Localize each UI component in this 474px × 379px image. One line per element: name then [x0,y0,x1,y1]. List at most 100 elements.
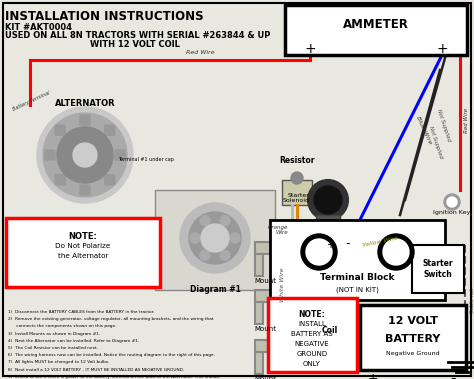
Text: Yellow Wire: Yellow Wire [362,236,398,248]
FancyBboxPatch shape [115,150,125,160]
Text: NOTE:: NOTE: [299,310,325,319]
FancyBboxPatch shape [55,175,65,185]
Text: +: + [367,371,378,379]
Text: Ignition Key: Ignition Key [433,210,471,215]
Text: Mount: Mount [254,326,276,332]
FancyBboxPatch shape [155,190,275,290]
Circle shape [230,233,240,243]
Text: 6)  The wiring harness now can be installed. Notice the routing diagram to the r: 6) The wiring harness now can be install… [8,353,215,357]
Text: (NOT IN KIT): (NOT IN KIT) [336,287,379,293]
FancyBboxPatch shape [314,253,346,322]
FancyBboxPatch shape [282,180,312,205]
Text: Red Wire: Red Wire [464,107,469,133]
FancyBboxPatch shape [80,185,90,195]
Circle shape [383,239,409,265]
Text: 4)  Next the Alternator can be installed. Refer to Diagram #1.: 4) Next the Alternator can be installed.… [8,339,139,343]
Circle shape [314,186,342,214]
Text: 1)  Disconnect the BATTERY CABLES from the BATTERY in the tractor.: 1) Disconnect the BATTERY CABLES from th… [8,310,155,314]
Text: KIT #AKT0004: KIT #AKT0004 [5,23,72,32]
Circle shape [201,224,229,252]
Text: -: - [346,237,350,250]
Circle shape [306,239,332,265]
Circle shape [43,113,127,197]
Text: Terminal Block: Terminal Block [320,273,395,282]
FancyBboxPatch shape [45,150,55,160]
Text: +: + [304,42,316,56]
Text: 7)  All lights MUST be changed to 12 Volt bulbs.: 7) All lights MUST be changed to 12 Volt… [8,360,109,364]
Text: WITH 12 VOLT COIL: WITH 12 VOLT COIL [90,40,180,49]
Circle shape [200,216,210,226]
Text: Not Supplied: Not Supplied [436,108,451,142]
Text: 2)  Remove the existing generator, voltage regulator, all mounting brackets, and: 2) Remove the existing generator, voltag… [8,317,213,321]
Text: 8)  Next install a 12 VOLT BATTERY - IT MUST BE INSTALLED AS NEGATIVE GROUND.: 8) Next install a 12 VOLT BATTERY - IT M… [8,368,184,371]
Circle shape [57,127,113,183]
Circle shape [291,172,303,184]
FancyBboxPatch shape [255,290,307,302]
Circle shape [220,216,230,226]
Text: the Alternator: the Alternator [58,253,108,259]
Circle shape [378,234,414,270]
Circle shape [200,250,210,260]
FancyBboxPatch shape [268,298,357,372]
Text: Starter
Solenoid: Starter Solenoid [283,193,310,204]
FancyBboxPatch shape [270,220,445,300]
Text: Mount: Mount [254,376,276,379]
Text: Negative Ground: Negative Ground [386,351,440,356]
Text: USED ON ALL 8N TRACTORS WITH SERIAL #263844 & UP: USED ON ALL 8N TRACTORS WITH SERIAL #263… [5,31,270,40]
Circle shape [190,233,200,243]
Text: Resistor: Resistor [279,156,315,165]
FancyBboxPatch shape [80,115,90,125]
Circle shape [180,203,250,273]
Text: Mount: Mount [254,278,276,284]
Text: Red Wire: Red Wire [186,50,214,55]
FancyBboxPatch shape [412,245,464,293]
Circle shape [301,234,337,270]
Text: Blue Wire: Blue Wire [415,115,432,145]
FancyBboxPatch shape [255,352,263,374]
Text: 12 VOLT: 12 VOLT [388,316,438,326]
FancyBboxPatch shape [255,254,263,276]
Text: Coil: Coil [322,326,338,335]
Text: BATTERY: BATTERY [385,334,441,344]
FancyBboxPatch shape [255,242,307,254]
FancyBboxPatch shape [55,125,65,135]
Text: Cable not
supplied: Cable not supplied [470,287,474,313]
Text: +: + [326,240,334,250]
Text: 3)  Install Mounts as shown in Diagram #1.: 3) Install Mounts as shown in Diagram #1… [8,332,100,335]
FancyBboxPatch shape [6,218,160,287]
FancyBboxPatch shape [105,175,115,185]
Text: INSTALL: INSTALL [298,321,326,327]
Text: +: + [436,42,448,56]
FancyBboxPatch shape [285,5,467,55]
Circle shape [308,180,348,220]
Text: White Wire: White Wire [280,268,285,302]
Text: Orange
Wire: Orange Wire [268,225,288,235]
Circle shape [220,250,230,260]
Text: ONLY: ONLY [303,361,321,367]
Circle shape [444,194,460,210]
Text: connects the components shown on this page.: connects the components shown on this pa… [8,324,117,328]
Text: Starter
Switch: Starter Switch [423,259,453,279]
Text: 9)  Check to see if there is power at the Battery Terminal on the back of the Al: 9) Check to see if there is power at the… [8,375,219,379]
Text: -: - [450,371,456,379]
Text: NOTE:: NOTE: [69,232,98,241]
Text: ALTERNATOR: ALTERNATOR [55,99,115,108]
Text: Do Not Polarize: Do Not Polarize [55,243,111,249]
Circle shape [37,107,133,203]
Circle shape [189,212,241,264]
FancyBboxPatch shape [255,340,307,352]
FancyBboxPatch shape [360,305,466,370]
Text: 5)  The Coil Resistor can be installed next.: 5) The Coil Resistor can be installed ne… [8,346,98,350]
Text: Terminal #1 under cap: Terminal #1 under cap [118,158,174,163]
Circle shape [447,197,457,207]
Text: AMMETER: AMMETER [343,18,409,31]
Text: BATTERY AS: BATTERY AS [291,331,333,337]
Text: NEGATIVE: NEGATIVE [295,341,329,347]
Text: Battery Terminal: Battery Terminal [12,90,51,112]
Text: Not Supplied: Not Supplied [428,125,443,159]
FancyBboxPatch shape [316,215,340,233]
Text: Diagram #1: Diagram #1 [190,285,240,294]
Circle shape [73,143,97,167]
FancyBboxPatch shape [105,125,115,135]
Text: GROUND: GROUND [296,351,328,357]
